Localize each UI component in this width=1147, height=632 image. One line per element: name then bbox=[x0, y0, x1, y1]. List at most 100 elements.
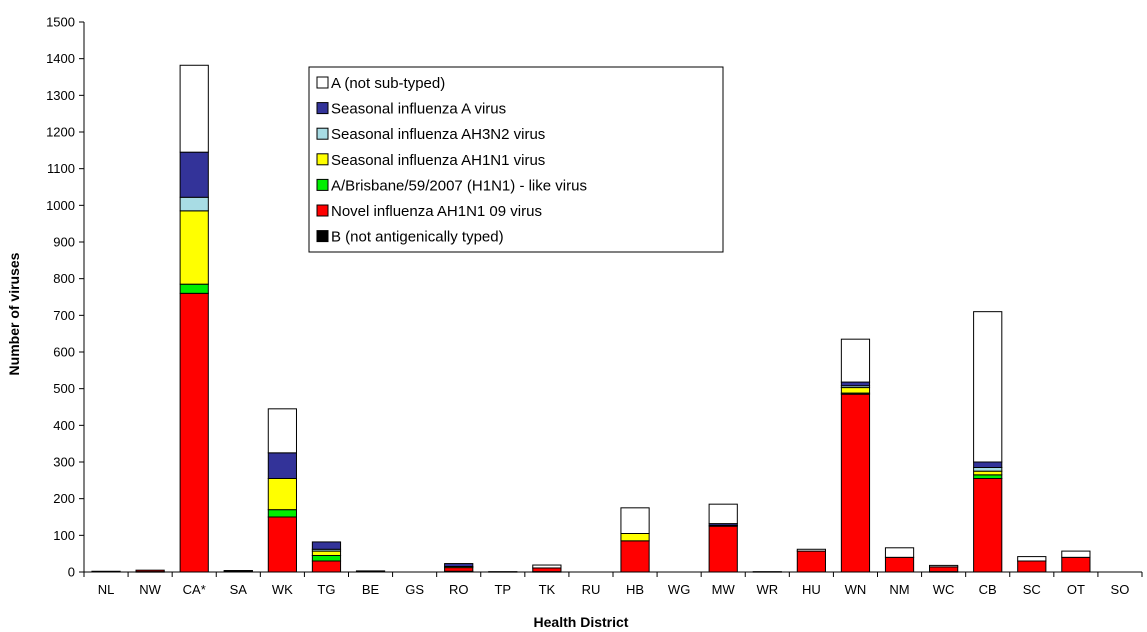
bar-segment bbox=[355, 570, 386, 573]
bar-segment bbox=[532, 567, 562, 573]
x-axis-title: Health District bbox=[534, 614, 629, 630]
bar-segment bbox=[532, 564, 562, 569]
bar-segment bbox=[91, 570, 121, 573]
x-tick-label: RO bbox=[449, 582, 469, 597]
bar-segment bbox=[267, 509, 297, 518]
bar-stack bbox=[179, 64, 209, 573]
bar-stack bbox=[91, 570, 121, 573]
y-tick-label: 800 bbox=[53, 271, 75, 286]
bar-segment bbox=[620, 507, 650, 535]
bar-stack bbox=[355, 570, 386, 573]
bar-stack bbox=[1061, 550, 1091, 573]
bar-segment bbox=[1017, 560, 1047, 573]
bar-segment bbox=[135, 569, 165, 573]
bar-segment bbox=[179, 64, 209, 153]
legend-swatch bbox=[316, 76, 329, 89]
bar-segment bbox=[179, 292, 209, 573]
bar-segment bbox=[267, 478, 297, 511]
x-tick-label: GS bbox=[405, 582, 424, 597]
bar-stack bbox=[223, 570, 253, 573]
y-axis-title: Number of viruses bbox=[6, 252, 22, 375]
x-tick-label: SA bbox=[230, 582, 248, 597]
bar-segment bbox=[1017, 556, 1047, 562]
legend-label: Novel influenza AH1N1 09 virus bbox=[331, 203, 542, 220]
y-tick-label: 1000 bbox=[46, 198, 75, 213]
bar-stack bbox=[840, 338, 871, 573]
bar-segment bbox=[973, 474, 1003, 480]
bar-stack bbox=[973, 311, 1003, 573]
y-tick-label: 500 bbox=[53, 381, 75, 396]
bar-segment bbox=[973, 461, 1003, 468]
legend-swatch bbox=[316, 204, 329, 217]
legend-swatch bbox=[316, 102, 329, 115]
x-tick-label: CA* bbox=[183, 582, 206, 597]
bar-stacks bbox=[91, 64, 1091, 573]
legend-label: A/Brisbane/59/2007 (H1N1) - like virus bbox=[331, 177, 587, 194]
bar-segment bbox=[929, 564, 959, 568]
bar-segment bbox=[311, 560, 342, 573]
bar-segment bbox=[488, 571, 518, 573]
bar-segment bbox=[311, 555, 342, 562]
bar-segment bbox=[179, 196, 209, 212]
bar-stack bbox=[444, 563, 474, 573]
legend-box bbox=[308, 66, 724, 253]
bar-stack bbox=[620, 507, 650, 573]
bar-segment bbox=[973, 478, 1003, 573]
bar-segment bbox=[708, 525, 738, 573]
bar-segment bbox=[929, 566, 959, 573]
x-tick-label: RU bbox=[582, 582, 601, 597]
bar-stack bbox=[1017, 556, 1047, 573]
y-tick-label: 1500 bbox=[46, 15, 75, 30]
x-tick-label: TG bbox=[317, 582, 335, 597]
y-tick-label: 200 bbox=[53, 491, 75, 506]
bar-stack bbox=[752, 571, 782, 573]
legend-label: Seasonal influenza A virus bbox=[331, 101, 506, 118]
bar-segment bbox=[973, 311, 1003, 463]
x-tick-label: WR bbox=[756, 582, 778, 597]
bar-segment bbox=[1061, 556, 1091, 573]
legend-swatch bbox=[316, 127, 329, 140]
y-tick-label: 600 bbox=[53, 345, 75, 360]
legend: A (not sub-typed) Seasonal influenza A vi… bbox=[308, 66, 724, 253]
bar-segment bbox=[444, 567, 474, 572]
bar-stack bbox=[488, 571, 518, 573]
legend-label: Seasonal influenza AH3N2 virus bbox=[331, 126, 545, 143]
bar-stack bbox=[311, 541, 342, 573]
y-tick-label: 1200 bbox=[46, 125, 75, 140]
x-tick-label: NW bbox=[139, 582, 161, 597]
x-tick-label: WC bbox=[933, 582, 955, 597]
x-tick-label: NM bbox=[889, 582, 909, 597]
x-tick-label: NL bbox=[98, 582, 115, 597]
x-tick-label: CB bbox=[979, 582, 997, 597]
legend-label: A (not sub-typed) bbox=[331, 75, 445, 92]
x-tick-label: MW bbox=[712, 582, 736, 597]
legend-swatch bbox=[316, 230, 329, 243]
bar-segment bbox=[311, 541, 342, 550]
y-tick-label: 1100 bbox=[47, 161, 75, 176]
bar-segment bbox=[796, 548, 826, 552]
bar-segment bbox=[884, 547, 915, 558]
x-tick-label: HB bbox=[626, 582, 644, 597]
bar-segment bbox=[840, 387, 871, 394]
y-axis: 0 100 200 300 400 500 600 700 800 900 1000 1100 1200… bbox=[46, 15, 85, 580]
bar-segment bbox=[620, 533, 650, 542]
bar-segment bbox=[179, 283, 209, 294]
bar-stack bbox=[135, 569, 165, 573]
bar-segment bbox=[620, 540, 650, 573]
bar-stack bbox=[884, 547, 915, 573]
y-tick-label: 300 bbox=[53, 455, 75, 470]
x-tick-label: BE bbox=[362, 582, 380, 597]
bar-segment bbox=[840, 393, 871, 573]
legend-swatch bbox=[316, 178, 329, 191]
bar-segment bbox=[973, 470, 1003, 476]
bar-segment bbox=[267, 408, 297, 454]
y-tick-label: 900 bbox=[53, 235, 75, 250]
bar-segment bbox=[884, 556, 915, 573]
bar-segment bbox=[708, 503, 738, 525]
legend-label: B (not antigenically typed) bbox=[331, 229, 504, 246]
x-tick-label: WG bbox=[668, 582, 690, 597]
bar-segment bbox=[179, 151, 209, 198]
legend-swatch bbox=[316, 153, 329, 166]
bar-stack bbox=[532, 564, 562, 573]
bar-segment bbox=[840, 381, 871, 387]
